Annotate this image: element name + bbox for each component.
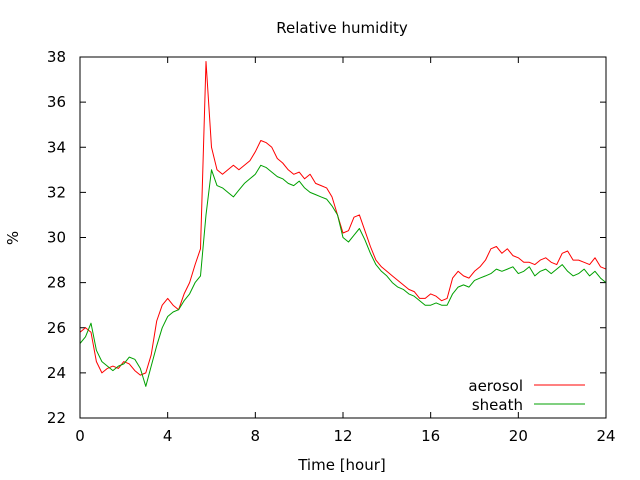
axis-ticks: 0 4 8 12 16 20 24 22 24 26 28 30 32 34 36 38 [47, 48, 616, 445]
y-tick-label: 30 [47, 229, 66, 247]
plot-lines [79, 61, 607, 387]
legend: aerosol sheath [468, 377, 585, 414]
x-tick-label: 8 [251, 427, 261, 445]
x-tick-label: 16 [421, 427, 440, 445]
y-tick-label: 22 [47, 409, 66, 427]
series-line-aerosol [79, 61, 607, 376]
chart-title: Relative humidity [276, 19, 408, 37]
legend-label-aerosol: aerosol [468, 377, 523, 395]
y-tick-label: 24 [47, 364, 66, 382]
y-tick-label: 34 [47, 138, 66, 156]
series-line-sheath [79, 164, 607, 387]
y-tick-label: 38 [47, 48, 66, 66]
x-tick-label: 24 [596, 427, 615, 445]
plot-frame [79, 56, 607, 419]
y-tick-label: 36 [47, 93, 66, 111]
legend-label-sheath: sheath [472, 396, 523, 414]
y-axis-label: % [4, 231, 22, 245]
y-tick-label: 32 [47, 183, 66, 201]
x-axis-label: Time [hour] [297, 456, 386, 474]
x-tick-label: 12 [333, 427, 352, 445]
x-tick-label: 20 [509, 427, 528, 445]
y-tick-label: 28 [47, 274, 66, 292]
x-tick-label: 4 [163, 427, 173, 445]
y-tick-label: 26 [47, 319, 66, 337]
x-tick-label: 0 [75, 427, 85, 445]
